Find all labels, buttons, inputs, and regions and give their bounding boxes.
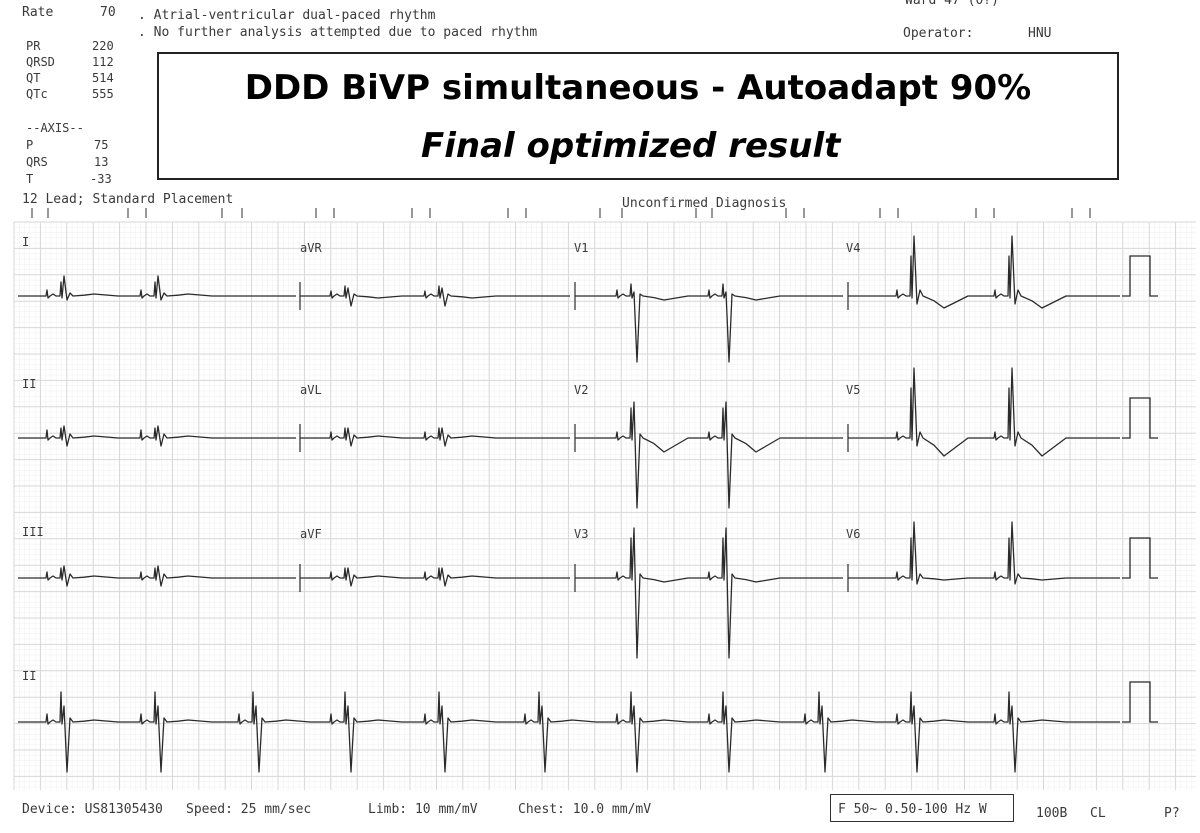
annotation-title: DDD BiVP simultaneous - Autoadapt 90% [244,68,1032,108]
axis-qrs-value: 13 [94,155,108,169]
lead-separator-marks [31,208,1091,592]
trace-avr [300,285,570,307]
trace-v5 [848,367,1120,457]
rate-value: 70 [100,5,116,20]
operator-value: HNU [1028,26,1051,41]
trace-ii [18,425,296,447]
limb-gain: Limb: 10 mm/mV [368,802,478,817]
statement-2: . No further analysis attempted due to p… [138,25,537,40]
calibration-pulses [1122,255,1158,723]
grid-minor-lines [13,221,1196,790]
trace-v3 [575,527,843,659]
calibration-pulse [1122,537,1158,579]
axis-t-label: T [26,172,33,186]
axis-t-value: -33 [90,172,112,186]
annotation-box: DDD BiVP simultaneous - Autoadapt 90% Fi… [157,52,1119,180]
trace-rhythm-ii [18,691,1120,773]
qrsd-label: QRSD [26,55,55,69]
lead-label-v3: V3 [574,527,588,541]
lead-label-iii: III [22,525,44,539]
grid-major-lines [13,221,1196,790]
paper-speed: Speed: 25 mm/sec [186,802,311,817]
lead-label-i: I [22,235,29,249]
filter-box [830,794,1014,822]
qtc-label: QTc [26,87,48,101]
timing-ticks [31,208,1091,218]
trace-avl [300,427,570,447]
lead-label-v4: V4 [846,241,860,255]
annotation-subtitle: Final optimized result [421,126,841,166]
axis-p-label: P [26,138,33,152]
lead-label-v2: V2 [574,383,588,397]
operator-label: Operator: [903,26,973,41]
cl-code: CL [1090,806,1106,821]
lead-label-avf: aVF [300,527,322,541]
device-id: Device: US81305430 [22,802,163,817]
page-indicator: P? [1164,806,1180,821]
ecg-traces [18,235,1120,773]
axis-title: --AXIS-- [26,121,84,135]
axis-qrs-label: QRS [26,155,48,169]
trace-avf [300,567,570,587]
calibration-pulse [1122,681,1158,723]
lead-label-rhythm-ii: II [22,669,36,683]
statement-1: . Atrial-ventricular dual-paced rhythm [138,8,436,23]
lead-label-v6: V6 [846,527,860,541]
qt-label: QT [26,71,40,85]
model-code: 100B [1036,806,1067,821]
trace-v4 [848,235,1120,309]
pr-label: PR [26,39,41,53]
rate-label: Rate [22,5,53,20]
lead-label-ii: II [22,377,36,391]
axis-p-value: 75 [94,138,108,152]
lead-label-v5: V5 [846,383,860,397]
ward-text: Ward 47 (0?) [905,0,999,8]
qrsd-value: 112 [92,55,114,69]
lead-label-avr: aVR [300,241,322,255]
lead-placement: 12 Lead; Standard Placement [22,192,233,207]
qtc-value: 555 [92,87,114,101]
calibration-pulse [1122,255,1158,297]
filter-setting: F 50~ 0.50-100 Hz W [838,802,987,817]
qt-value: 514 [92,71,114,85]
calibration-pulse [1122,397,1158,439]
pr-value: 220 [92,39,114,53]
chest-gain: Chest: 10.0 mm/mV [518,802,651,817]
trace-iii [18,565,296,587]
trace-v1 [575,283,843,363]
lead-label-v1: V1 [574,241,588,255]
diagnosis-status: Unconfirmed Diagnosis [622,196,786,211]
ecg-grid [13,221,1196,790]
lead-label-avl: aVL [300,383,322,397]
trace-i [18,275,296,301]
trace-v2 [575,401,843,509]
trace-v6 [848,521,1120,585]
